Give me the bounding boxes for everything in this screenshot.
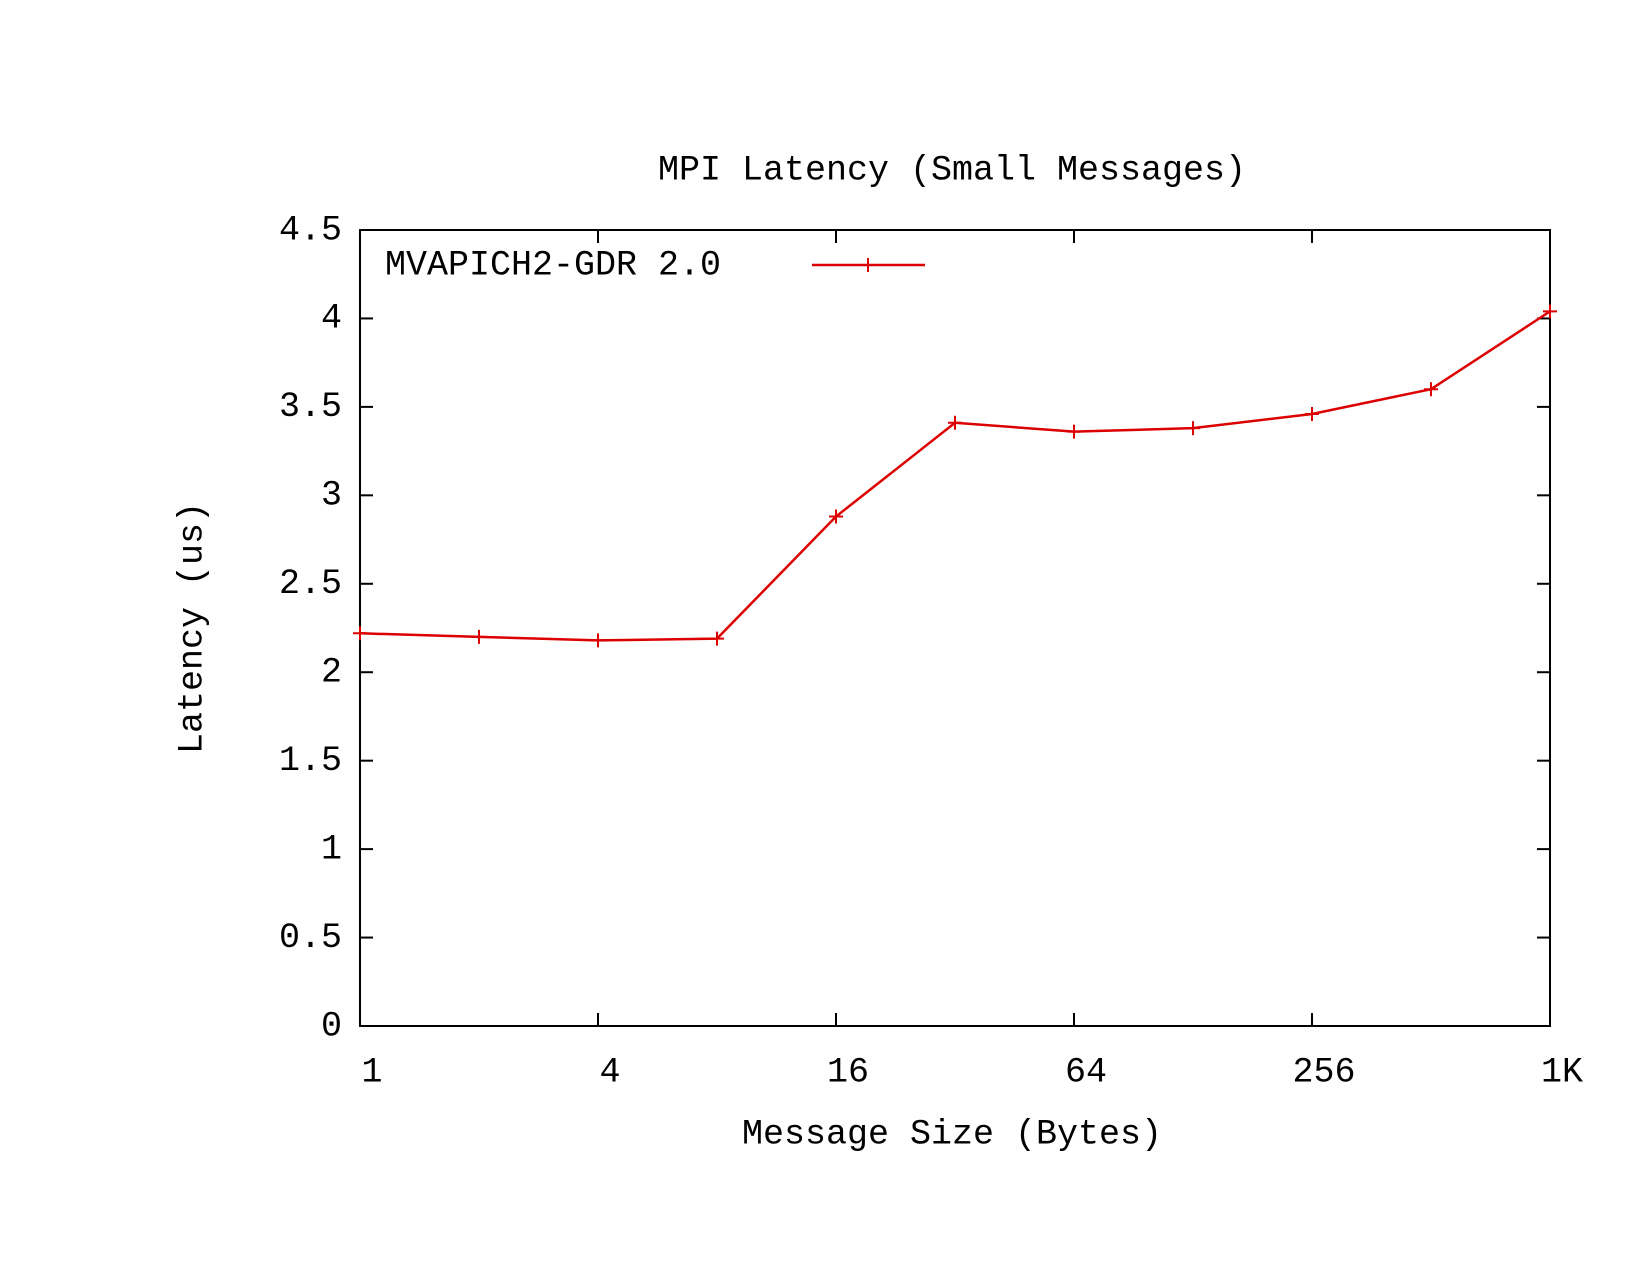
legend-marker xyxy=(861,258,875,272)
legend-label: MVAPICH2-GDR 2.0 xyxy=(385,245,721,285)
x-tick-label: 16 xyxy=(827,1052,869,1092)
y-tick-label: 1.5 xyxy=(279,741,342,781)
point-marker xyxy=(1305,406,1319,421)
y-axis-label: Latency (us) xyxy=(172,502,212,754)
y-tick-label: 3.5 xyxy=(279,387,342,427)
point-marker xyxy=(829,509,843,524)
x-tick-label: 4 xyxy=(599,1052,620,1092)
point-marker xyxy=(472,629,486,644)
chart-title: MPI Latency (Small Messages) xyxy=(658,150,1246,190)
y-tick-label: 4 xyxy=(321,299,342,339)
x-tick-label: 1 xyxy=(361,1052,382,1092)
point-marker xyxy=(710,631,724,646)
y-tick-label: 0 xyxy=(321,1006,342,1046)
y-tick-label: 4.5 xyxy=(279,210,342,250)
point-marker xyxy=(1067,424,1081,439)
y-tick-label: 2.5 xyxy=(279,564,342,604)
y-tick-label: 0.5 xyxy=(279,918,342,958)
point-marker xyxy=(1543,304,1557,319)
point-marker xyxy=(591,633,605,648)
x-tick-label: 1K xyxy=(1541,1052,1583,1092)
y-tick-label: 1 xyxy=(321,829,342,869)
point-marker xyxy=(1424,382,1438,397)
x-tick-label: 64 xyxy=(1065,1052,1107,1092)
point-marker xyxy=(948,415,962,430)
y-tick-label: 2 xyxy=(321,652,342,692)
x-axis-label: Message Size (Bytes) xyxy=(742,1114,1162,1154)
x-tick-label: 256 xyxy=(1292,1052,1355,1092)
y-tick-label: 3 xyxy=(321,476,342,516)
point-marker xyxy=(353,626,367,641)
point-marker xyxy=(1186,421,1200,436)
